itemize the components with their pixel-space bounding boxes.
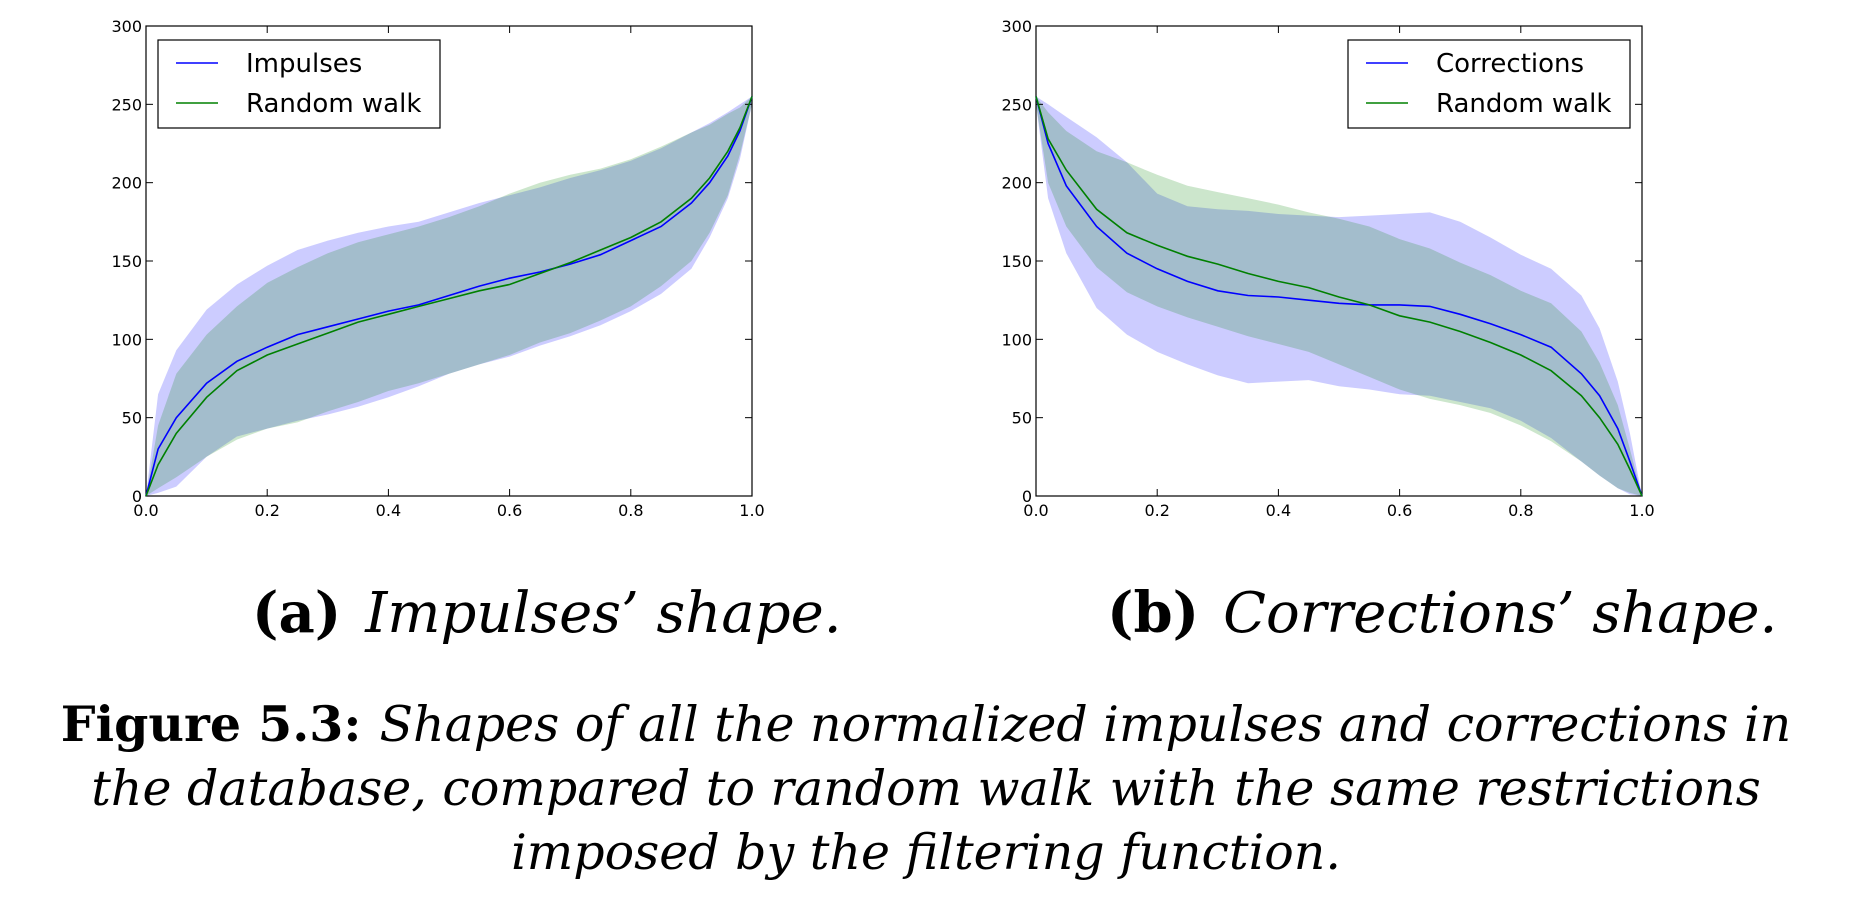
- x-tick-label: 1.0: [739, 501, 764, 520]
- subcaption-a-label: (a): [252, 580, 342, 646]
- y-tick-label: 200: [1001, 174, 1032, 193]
- series-line-random-walk: [145, 96, 753, 497]
- y-tick-label: 150: [1001, 252, 1032, 271]
- x-tick-label: 0.6: [1387, 501, 1412, 520]
- y-tick-label: 250: [1001, 95, 1032, 114]
- subcaption-a-text: Impulses’ shape.: [365, 581, 842, 646]
- y-tick-label: 100: [1001, 330, 1032, 349]
- legend-label: Random walk: [1436, 89, 1611, 119]
- subcaption-b: (b) Corrections’ shape.: [1107, 580, 1777, 646]
- legend-label: Corrections: [1436, 49, 1584, 79]
- y-tick-label: 300: [111, 17, 142, 36]
- x-tick-label: 0.0: [1023, 501, 1048, 520]
- x-tick-label: 0.2: [254, 501, 279, 520]
- y-tick-label: 250: [111, 95, 142, 114]
- y-tick-label: 300: [1001, 17, 1032, 36]
- y-tick-label: 50: [122, 409, 142, 428]
- legend-label: Random walk: [246, 89, 421, 119]
- series-line-random-walk: [1035, 96, 1643, 497]
- x-tick-label: 0.4: [376, 501, 401, 520]
- figure-caption-label: Figure 5.3:: [60, 695, 362, 753]
- x-tick-label: 0.4: [1266, 501, 1291, 520]
- legend-box: [1347, 39, 1631, 129]
- subcaption-b-text: Corrections’ shape.: [1223, 581, 1778, 646]
- figure-caption: Figure 5.3: Shapes of all the normalized …: [30, 692, 1822, 885]
- y-tick-label: 100: [111, 330, 142, 349]
- y-tick-label: 0: [132, 487, 142, 506]
- subcaption-a: (a) Impulses’ shape.: [252, 580, 842, 646]
- x-tick-label: 0.0: [133, 501, 158, 520]
- series-line-primary: [145, 96, 753, 497]
- chart-corrections: 0 50 100 150 200 250 300 0.0 0.2 0.4 0.6 0.8 1.0 Corr…: [1001, 17, 1654, 520]
- legend-box: [157, 39, 441, 129]
- legend-label: Impulses: [246, 49, 362, 79]
- x-tick-label: 0.8: [618, 501, 643, 520]
- subcaption-b-label: (b): [1107, 580, 1200, 646]
- x-tick-label: 1.0: [1629, 501, 1654, 520]
- y-tick-label: 0: [1022, 487, 1032, 506]
- series-line-primary: [1035, 96, 1643, 497]
- y-tick-label: 200: [111, 174, 142, 193]
- x-tick-label: 0.2: [1144, 501, 1169, 520]
- chart-impulses: 0 50 100 150 200 250 300 0.0 0.2 0.4 0.6 0.8 1.0 Impu…: [111, 17, 764, 520]
- x-tick-label: 0.6: [497, 501, 522, 520]
- y-tick-label: 50: [1012, 409, 1032, 428]
- figure-caption-text: Shapes of all the normalized impulses an…: [91, 696, 1792, 881]
- y-tick-label: 150: [111, 252, 142, 271]
- x-tick-label: 0.8: [1508, 501, 1533, 520]
